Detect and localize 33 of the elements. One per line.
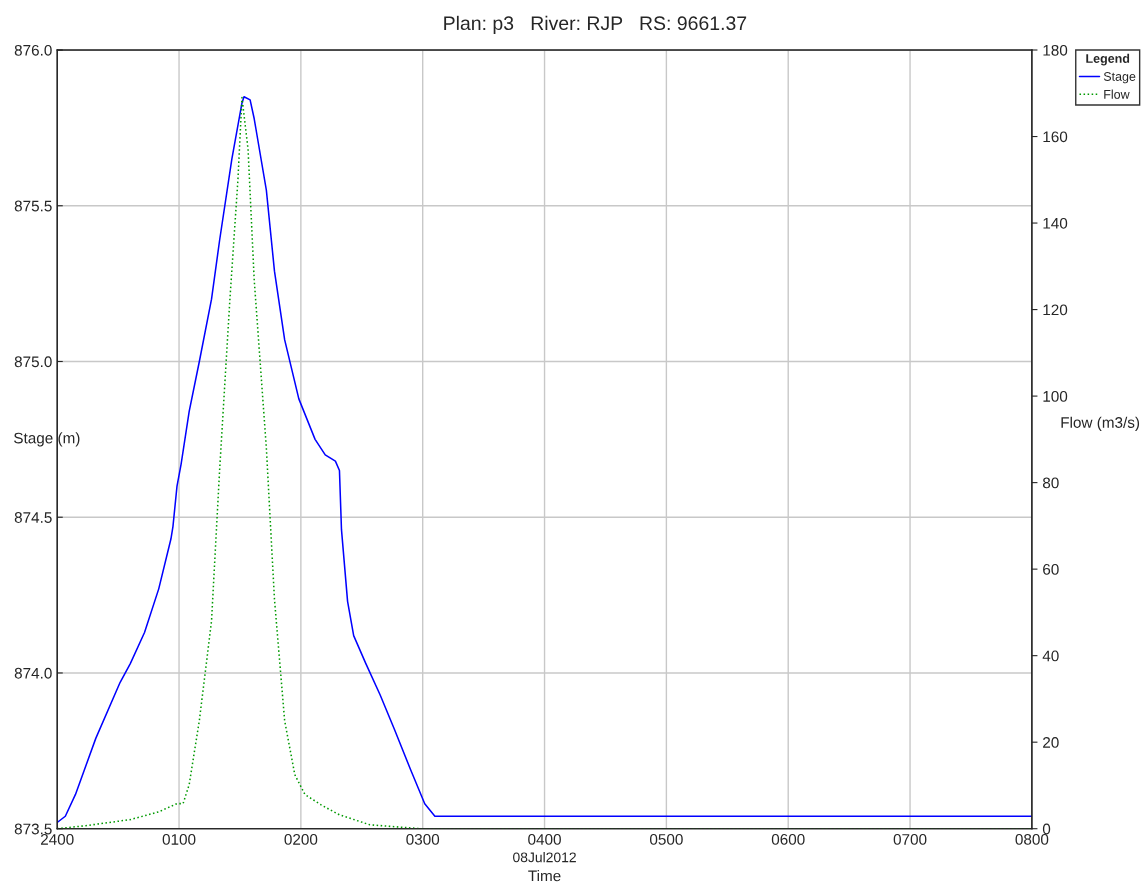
x-tick-label: 0500: [649, 833, 683, 845]
y-tick-label: 875.0: [14, 356, 52, 368]
x-tick-label: 0600: [771, 833, 805, 845]
x-tick-label: 0400: [528, 833, 561, 845]
y-tick-label: 873.5: [14, 823, 52, 835]
y2-tick-label: 180: [1043, 44, 1068, 56]
legend-label: Flow: [1104, 89, 1130, 99]
y2-tick-label: 60: [1043, 564, 1059, 575]
x-tick-label: 0300: [406, 833, 440, 845]
y-tick-label: 876.0: [14, 44, 52, 56]
y-tick-label: 874.0: [14, 667, 52, 679]
chart-title: Plan: p3 River: RJP RS: 9661.37: [444, 15, 747, 34]
x-tick-label: 2400: [40, 833, 74, 845]
y2-tick-label: 160: [1043, 131, 1068, 143]
y2-tick-label: 100: [1043, 390, 1068, 402]
legend-label: Stage: [1103, 72, 1136, 84]
y2-axis-title: Flow (m3/s): [1061, 416, 1140, 431]
y2-tick-label: 140: [1043, 217, 1068, 229]
y-axis-title: Stage (m): [14, 432, 80, 447]
x-tick-label: 0700: [893, 833, 927, 845]
y2-tick-label: 40: [1042, 650, 1059, 662]
x-axis-title: Time: [528, 870, 561, 882]
x-tick-label: 0200: [284, 833, 318, 845]
y2-tick-label: 20: [1043, 737, 1059, 748]
y2-tick-label: 0: [1042, 823, 1051, 835]
y2-tick-label: 120: [1043, 304, 1068, 316]
text: 08Jul2012: [513, 852, 576, 863]
y-tick-label: 874.5: [14, 512, 52, 523]
x-tick-label: 0100: [162, 833, 196, 845]
legend-title: Legend: [1086, 53, 1130, 66]
y-tick-label: 875.5: [14, 200, 52, 212]
y2-tick-label: 80: [1042, 477, 1059, 489]
x-tick-label: 0800: [1015, 833, 1049, 845]
